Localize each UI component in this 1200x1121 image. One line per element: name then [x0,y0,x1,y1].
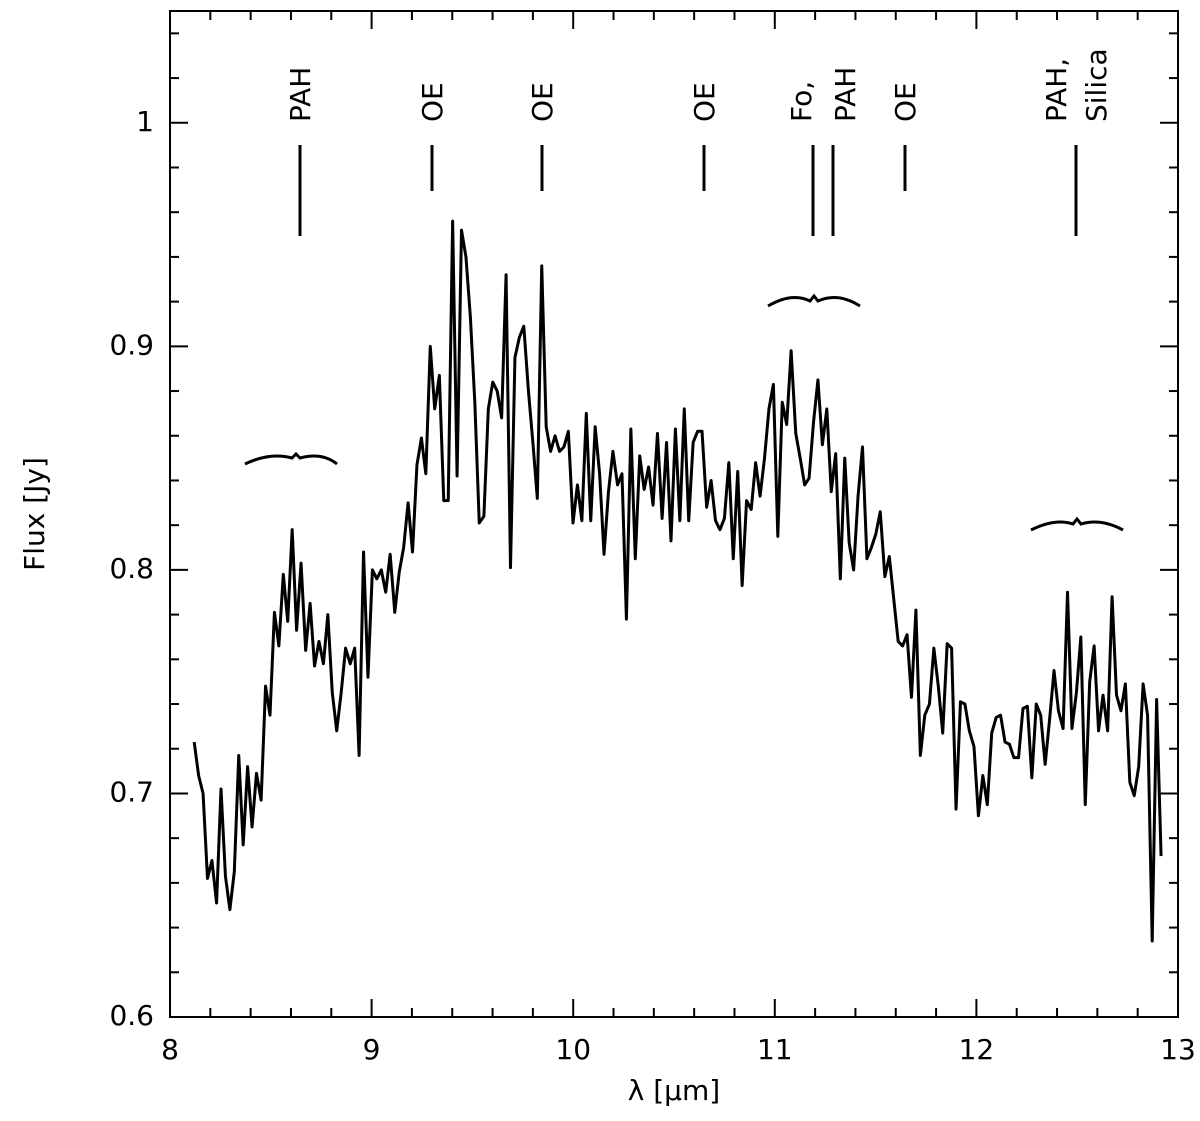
y-tick-label: 0.7 [109,775,154,808]
annotation-label: OE [416,82,449,122]
annotation-label: PAH [284,67,317,122]
x-tick-label: 9 [363,1033,381,1066]
brace [1030,516,1124,532]
annotation-label: Fo, [785,81,818,122]
y-tick-label: 0.8 [109,552,154,585]
x-axis-label: λ [μm] [628,1074,720,1107]
annotation-label: Silica [1080,48,1113,122]
x-tick-label: 8 [161,1033,179,1066]
spectrum-line [192,219,1163,943]
y-tick-label: 1 [136,105,154,138]
annotation-label: OE [526,82,559,122]
annotation-label: OE [889,82,922,122]
brace [767,293,861,308]
brace [244,451,338,466]
x-tick-label: 13 [1160,1033,1196,1066]
y-tick-label: 0.9 [109,328,154,361]
annotation-labels: PAH OE OE OE Fo, PAH OE PAH, Silica [284,48,1113,122]
annotation-lines [244,145,1124,532]
plot-frame [169,10,1179,1018]
y-axis-label: Flux [Jy] [18,457,51,571]
x-tick-label: 11 [757,1033,793,1066]
annotation-label: PAH, [1040,58,1073,122]
annotation-label: PAH [829,67,862,122]
y-tick-label: 0.6 [109,999,154,1032]
x-tick-label: 12 [959,1033,995,1066]
x-tick-label: 10 [555,1033,591,1066]
annotation-label: OE [688,82,721,122]
